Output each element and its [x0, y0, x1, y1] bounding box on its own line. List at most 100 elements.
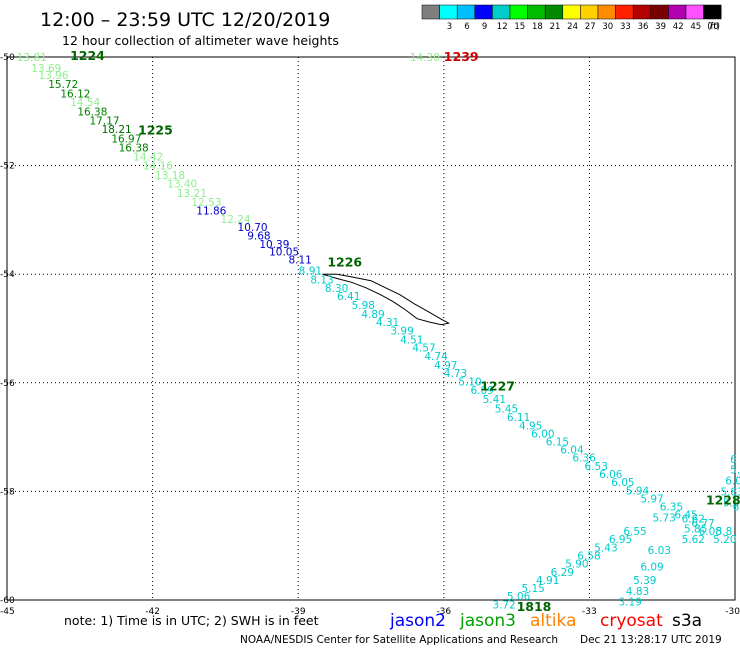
wave-height-label: 16.38 [119, 143, 149, 155]
wave-height-label: 6.0 [725, 476, 740, 488]
wave-height-label: 5.39 [633, 575, 656, 587]
wave-height-label: 3.99 [390, 326, 413, 338]
legend-swatch [615, 4, 634, 20]
legend-swatch [439, 4, 458, 20]
wave-height-label: 6.09 [640, 561, 663, 573]
legend-label: 27 [585, 22, 596, 32]
pass-time-label: 1239 [444, 49, 479, 64]
wave-height-label: 6.04 [560, 445, 584, 457]
wave-height-label: 6.29 [551, 567, 574, 579]
lon-tick-label: -39 [291, 607, 306, 617]
satellite-s3a-label: s3a [672, 611, 702, 631]
wave-height-label: 4.73 [444, 368, 467, 380]
plot-area: -45 -42 -39 -36 -33 -30 -50 -52 -54 -56 -58 -60 13.8… [0, 48, 740, 617]
wave-height-label: 5.83 [720, 486, 740, 498]
lat-tick-label: -56 [0, 379, 15, 389]
wave-height-label: 6.06 [599, 469, 623, 481]
wave-height-label: 6.15 [546, 436, 569, 448]
pass-time-label: 1228 [706, 493, 740, 508]
wave-height-label: 5.45 [495, 403, 518, 415]
legend-swatch [597, 4, 616, 20]
wave-height-label: 5.41 [483, 394, 506, 406]
wave-height-label: 13.96 [39, 70, 69, 82]
wave-height-label: 6.36 [572, 453, 596, 465]
legend-swatch [421, 4, 440, 20]
wave-height-label: 4.89 [361, 309, 384, 321]
wave-height-label: 12.24 [221, 214, 251, 226]
legend-label: 24 [567, 22, 578, 32]
legend-swatch [492, 4, 511, 20]
wave-height-label: 8.13 [310, 275, 333, 287]
legend-label: 15 [514, 22, 525, 32]
wave-height-label: 6.05 [611, 477, 634, 489]
legend-label: 45 [690, 22, 701, 32]
timestamp-text: Dec 21 13:28:17 UTC 2019 [580, 634, 722, 646]
map-title: 12:00 – 23:59 UTC 12/20/2019 [40, 9, 330, 31]
pass-time-label: 1225 [138, 122, 173, 137]
legend-label: 12 [497, 22, 508, 32]
satellite-jason2-label: jason2 [389, 611, 446, 631]
header: 12:00 – 23:59 UTC 12/20/2019 12 hour col… [40, 9, 339, 48]
wave-height-label: 6.41 [337, 291, 360, 303]
legend-label: 18 [532, 22, 543, 32]
pass-time-label: 1224 [70, 48, 105, 63]
wave-height-label: 14.30 [410, 52, 440, 64]
credit-text: NOAA/NESDIS Center for Satellite Applica… [240, 634, 558, 646]
wave-height-label: 6.62 [682, 514, 705, 526]
satellite-legend: jason2 jason3 altika cryosat s3a [389, 611, 702, 631]
wave-height-label: 13.21 [177, 188, 207, 200]
lat-tick-label: -52 [0, 162, 15, 172]
wave-height-label: 10.39 [259, 239, 289, 251]
wave-height-label: 5.90 [565, 559, 588, 571]
wave-height-label: 5.98 [352, 300, 375, 312]
wave-height-label: 18.21 [102, 124, 132, 136]
wave-height-label: 6.11 [507, 412, 530, 424]
lon-tick-label: -30 [725, 607, 740, 617]
wave-height-label: 6.35 [660, 502, 683, 514]
wave-height-label: 5.20 [713, 534, 736, 546]
wave-height-label: 4.57 [412, 343, 435, 355]
wave-height-label: 4.91 [536, 575, 559, 587]
legend-label: 36 [638, 22, 649, 32]
wave-height-label: 13.18 [155, 170, 185, 182]
wave-height-label: 4.51 [400, 334, 423, 346]
legend-unit: (ft) [707, 22, 720, 32]
wave-height-label: 5.9 [723, 497, 740, 509]
wave-height-label: 13.69 [31, 63, 61, 75]
wave-height-label: 8.30 [325, 283, 348, 295]
legend-swatch [544, 4, 564, 20]
wave-height-label: 5.62 [682, 534, 705, 546]
wave-height-label: 6.08 [699, 526, 722, 538]
wave-height-label: 5. [730, 465, 740, 477]
wave-height-label: 4.74 [424, 351, 448, 363]
satellite-cryosat-label: cryosat [600, 611, 663, 631]
wave-height-label: 15.72 [48, 79, 78, 91]
wave-height-label: 6.00 [531, 428, 554, 440]
lon-tick-label: -45 [0, 607, 15, 617]
wave-height-label: 6.2 [733, 502, 740, 514]
wave-height-label: 17.17 [90, 116, 120, 128]
wave-height-label: 6.09 [470, 385, 493, 397]
wave-height-label: 3.72 [492, 599, 515, 611]
wave-height-label: 4.95 [519, 421, 542, 433]
legend-swatch [685, 4, 704, 20]
lat-tick-label: -58 [0, 487, 15, 497]
legend-label: 9 [482, 22, 487, 32]
lon-tick-label: -42 [145, 607, 160, 617]
wave-height-label: 16.97 [111, 133, 141, 145]
legend-swatch [562, 4, 581, 20]
wave-height-label: 14.54 [70, 97, 100, 109]
legend-label: 70 [708, 22, 719, 32]
legend-swatch [456, 4, 476, 20]
wave-height-label: 5.43 [594, 542, 617, 554]
wave-height-label: 14.16 [143, 161, 173, 173]
wave-height-label: 6.95 [609, 534, 632, 546]
legend-swatch [650, 4, 669, 20]
wave-height-label: 10.05 [269, 246, 299, 258]
wave-height-label: 5.97 [640, 493, 663, 505]
wave-height-label: 6.45 [674, 510, 697, 522]
footer: note: 1) Time is in UTC; 2) SWH is in fe… [64, 611, 722, 646]
wave-height-label: 12.53 [191, 197, 221, 209]
wave-height-label: 5.06 [507, 591, 531, 603]
